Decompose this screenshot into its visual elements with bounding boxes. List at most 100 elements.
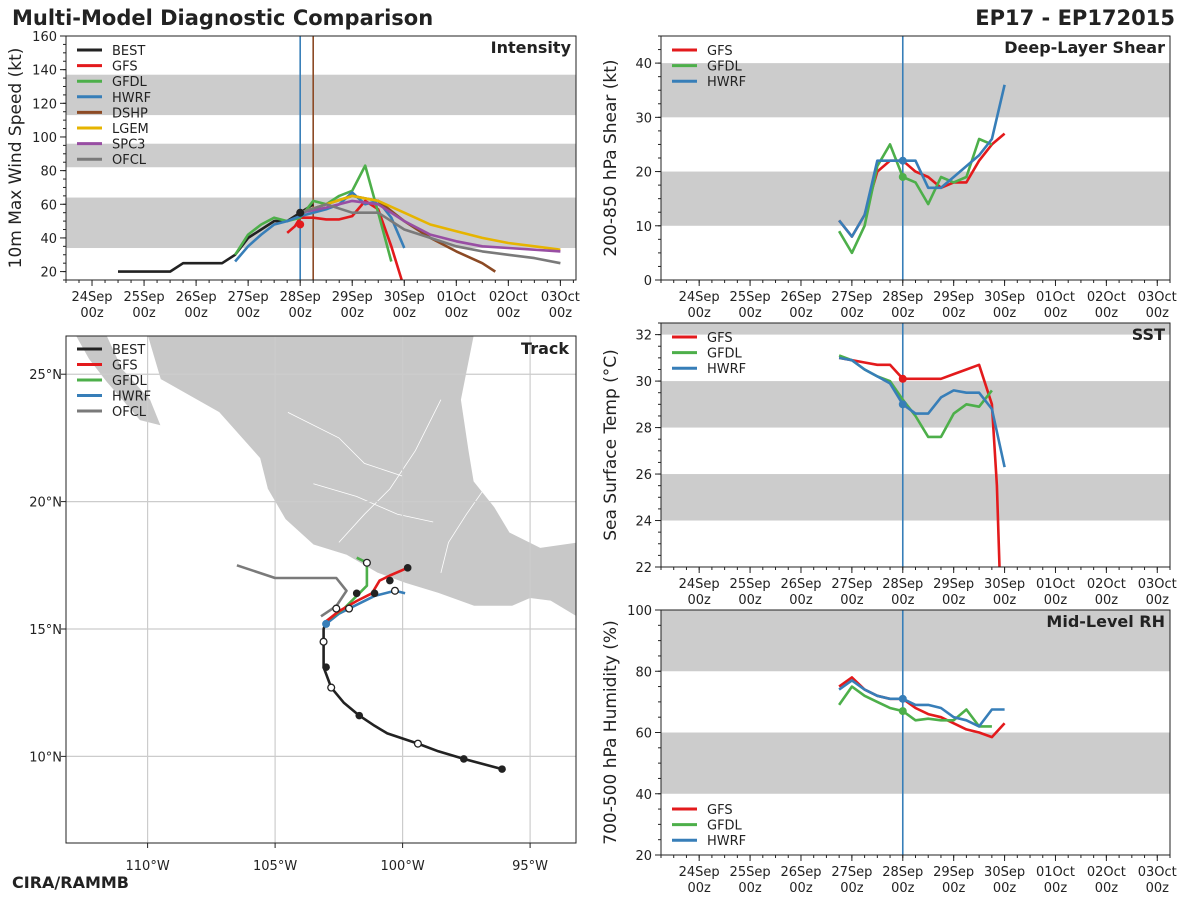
rh-xtick-label: 02Oct — [1087, 865, 1126, 880]
shear-xtick-label: 24Sep — [679, 290, 720, 305]
state-border — [287, 412, 403, 477]
intensity-series-gfdl — [234, 164, 393, 262]
shear-xtick-label: 29Sep — [933, 290, 974, 305]
intensity-legend-label-best: BEST — [112, 44, 145, 59]
rh-legend-label-gfdl: GFDL — [707, 819, 743, 834]
intensity-xtick-label: 00z — [445, 306, 469, 321]
intensity-series-spc3 — [299, 199, 561, 253]
rh-xtick-label: 00z — [891, 881, 915, 896]
intensity-panel: 2040608010012014016024Sep00z25Sep00z26Se… — [6, 30, 580, 321]
intensity-band — [66, 74, 576, 116]
rh-xtick-label: 00z — [1095, 881, 1119, 896]
rh-xtick-label: 00z — [1044, 881, 1068, 896]
intensity-legend-label-hwrf: HWRF — [112, 91, 151, 106]
sst-panel: 22242628303224Sep00z25Sep00z26Sep00z27Se… — [601, 322, 1177, 608]
track-point-open — [390, 586, 400, 595]
intensity-xtick-label: 28Sep — [280, 290, 321, 305]
intensity-ytick-label: 100 — [32, 131, 57, 146]
rh-marker-hwrf — [898, 694, 907, 703]
rh-xtick-label: 01Oct — [1036, 865, 1075, 880]
intensity-legend-label-lgem: LGEM — [112, 122, 149, 137]
intensity-xtick-label: 00z — [184, 306, 208, 321]
figure-title: Multi-Model Diagnostic Comparison — [12, 6, 433, 30]
sst-band — [661, 381, 1170, 428]
rh-series-gfs — [838, 676, 1006, 739]
sst-ytick-label: 22 — [635, 561, 652, 576]
shear-series-gfdl — [837, 137, 993, 255]
intensity-xtick-label: 00z — [288, 306, 312, 321]
shear-xtick-label: 02Oct — [1087, 290, 1126, 305]
track-ytick-label: 25°N — [29, 368, 62, 383]
footer-credit: CIRA/RAMMB — [12, 873, 129, 892]
rh-xtick-label: 28Sep — [882, 865, 923, 880]
shear-legend-label-gfs: GFS — [707, 44, 733, 59]
track-point-filled — [355, 711, 364, 720]
intensity-xtick-label: 30Sep — [384, 290, 425, 305]
sst-xtick-label: 28Sep — [882, 577, 923, 592]
track-point-open — [413, 739, 422, 748]
track-title: Track — [521, 339, 569, 358]
sst-xtick-label: 25Sep — [730, 577, 771, 592]
intensity-xtick-label: 25Sep — [124, 290, 165, 305]
track-legend-label-best: BEST — [112, 343, 145, 358]
rh-xtick-label: 24Sep — [679, 865, 720, 880]
sst-xtick-label: 00z — [891, 593, 915, 608]
shear-xtick-label: 00z — [891, 306, 915, 321]
intensity-xtick-label: 00z — [549, 306, 573, 321]
rh-xtick-label: 25Sep — [730, 865, 771, 880]
intensity-legend-label-spc3: SPC3 — [112, 138, 145, 153]
track-xtick-label: 95°W — [512, 859, 548, 874]
sst-ytick-label: 28 — [635, 422, 652, 437]
sst-ytick-label: 30 — [635, 375, 652, 390]
intensity-marker-best — [296, 208, 305, 217]
intensity-xtick-label: 00z — [80, 306, 104, 321]
rh-marker-gfdl — [898, 707, 907, 716]
sst-marker-gfs — [898, 374, 907, 383]
intensity-frame — [65, 35, 577, 281]
shear-xtick-label: 00z — [942, 306, 966, 321]
track-map — [66, 336, 576, 843]
intensity-ytick-label: 160 — [32, 30, 57, 45]
rh-legend-label-hwrf: HWRF — [707, 834, 746, 849]
shear-title: Deep-Layer Shear — [1004, 38, 1165, 57]
track-point-current — [322, 619, 331, 628]
rh-xtick-label: 00z — [687, 881, 711, 896]
intensity-xtick-label: 01Oct — [437, 290, 476, 305]
shear-xtick-label: 00z — [687, 306, 711, 321]
rh-legend-label-gfs: GFS — [707, 803, 733, 818]
shear-xtick-label: 00z — [993, 306, 1017, 321]
intensity-xtick-label: 00z — [341, 306, 365, 321]
sst-xtick-label: 29Sep — [933, 577, 974, 592]
shear-panel: 01020304024Sep00z25Sep00z26Sep00z27Sep00… — [601, 35, 1177, 321]
rh-ytick-label: 60 — [635, 727, 652, 742]
track-xtick-label: 105°W — [253, 859, 297, 874]
sst-xtick-label: 01Oct — [1036, 577, 1075, 592]
intensity-xtick-label: 00z — [497, 306, 521, 321]
intensity-legend-label-dshp: DSHP — [112, 106, 148, 121]
sst-xtick-label: 24Sep — [679, 577, 720, 592]
shear-xtick-label: 00z — [738, 306, 762, 321]
rh-title: Mid-Level RH — [1046, 612, 1165, 631]
rh-xtick-label: 00z — [993, 881, 1017, 896]
sst-xtick-label: 00z — [738, 593, 762, 608]
sst-legend-label-gfs: GFS — [707, 331, 733, 346]
shear-legend-label-hwrf: HWRF — [707, 75, 746, 90]
intensity-title: Intensity — [491, 38, 572, 57]
intensity-ytick-label: 120 — [32, 97, 57, 112]
sst-xtick-label: 00z — [1044, 593, 1068, 608]
track-point-filled — [386, 576, 394, 585]
sst-xtick-label: 00z — [840, 593, 864, 608]
track-point-open — [327, 683, 336, 692]
sst-marker-hwrf — [898, 400, 907, 409]
sst-legend-label-gfdl: GFDL — [707, 347, 743, 362]
sst-series-gfs — [838, 356, 1001, 568]
shear-xtick-label: 30Sep — [984, 290, 1025, 305]
sst-xtick-label: 00z — [1095, 593, 1119, 608]
track-xtick-label: 110°W — [126, 859, 170, 874]
track-legend-label-hwrf: HWRF — [112, 390, 151, 405]
track-xtick-label: 100°W — [381, 859, 425, 874]
intensity-xtick-label: 00z — [236, 306, 260, 321]
rh-xtick-label: 00z — [942, 881, 966, 896]
rh-band — [661, 610, 1170, 672]
shear-ytick-label: 0 — [644, 274, 652, 289]
